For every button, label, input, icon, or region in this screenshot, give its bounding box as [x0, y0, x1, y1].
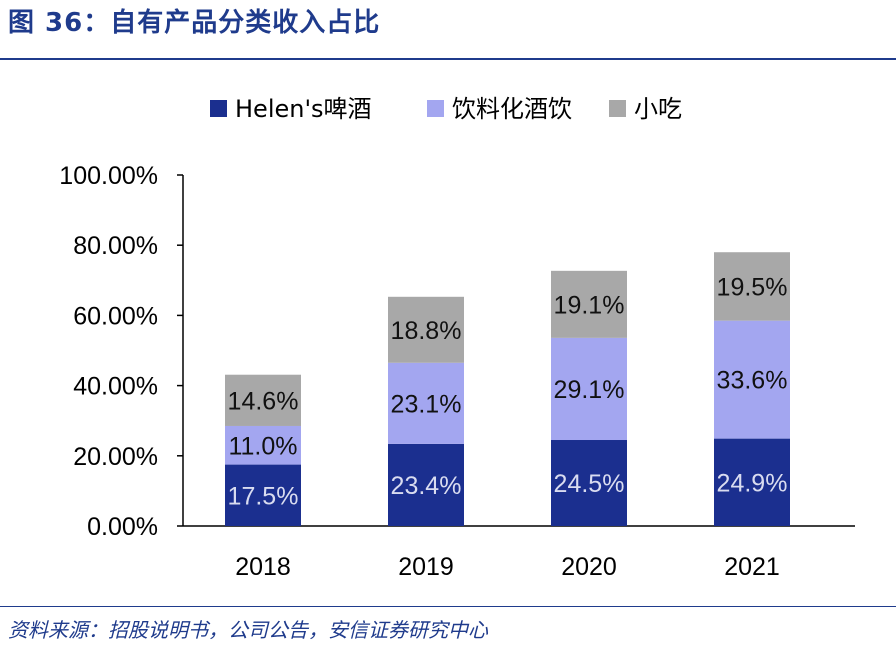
- data-label: 17.5%: [228, 482, 299, 510]
- legend-label: 小吃: [634, 95, 682, 123]
- data-label: 24.5%: [554, 470, 625, 498]
- source-note: 资料来源：招股说明书，公司公告，安信证券研究中心: [8, 618, 488, 642]
- data-label: 19.1%: [554, 291, 625, 319]
- legend-swatch: [609, 100, 626, 117]
- y-tick-label: 40.00%: [73, 373, 158, 401]
- bar-segment: [388, 296, 464, 363]
- data-label: 23.1%: [391, 390, 462, 418]
- bar-segment: [551, 337, 627, 441]
- bar-segment: [225, 425, 301, 465]
- bar-segment: [388, 443, 464, 526]
- bar-segment: [551, 270, 627, 338]
- footer-divider: [0, 606, 896, 607]
- y-tick-label: 60.00%: [73, 302, 158, 330]
- legend-label: 饮料化酒饮: [452, 95, 572, 123]
- y-tick-label: 100.00%: [59, 162, 158, 190]
- bar-segment: [225, 464, 301, 526]
- x-tick-label: 2019: [398, 553, 454, 581]
- data-label: 11.0%: [228, 432, 297, 460]
- figure-title: 图 36：自有产品分类收入占比: [8, 8, 381, 38]
- data-label: 18.8%: [391, 317, 462, 345]
- y-tick-label: 0.00%: [87, 513, 158, 541]
- stacked-bar-chart: 0.00% 20.00% 40.00% 60.00% 80.00% 100.00% 17.5…: [59, 95, 855, 581]
- data-label: 29.1%: [554, 376, 625, 404]
- bar-segment: [714, 320, 790, 439]
- bar-segment: [388, 362, 464, 444]
- x-tick-label: 2020: [561, 553, 617, 581]
- title-divider: [0, 58, 896, 60]
- data-label: 33.6%: [717, 367, 788, 395]
- data-label: 23.4%: [391, 472, 462, 500]
- data-label: 14.6%: [228, 387, 299, 415]
- bar-segment: [714, 438, 790, 526]
- bar-segment: [225, 374, 301, 426]
- legend-label: Helen's啤酒: [235, 95, 372, 123]
- y-tick-label: 20.00%: [73, 443, 158, 471]
- x-tick-label: 2018: [235, 553, 291, 581]
- data-label: 24.9%: [717, 469, 788, 497]
- bar-segment: [551, 440, 627, 526]
- legend-swatch: [427, 100, 444, 117]
- x-tick-label: 2021: [724, 553, 780, 581]
- data-label: 19.5%: [717, 273, 788, 301]
- y-tick-label: 80.00%: [73, 232, 158, 260]
- bar-segment: [714, 252, 790, 321]
- legend-swatch: [210, 100, 227, 117]
